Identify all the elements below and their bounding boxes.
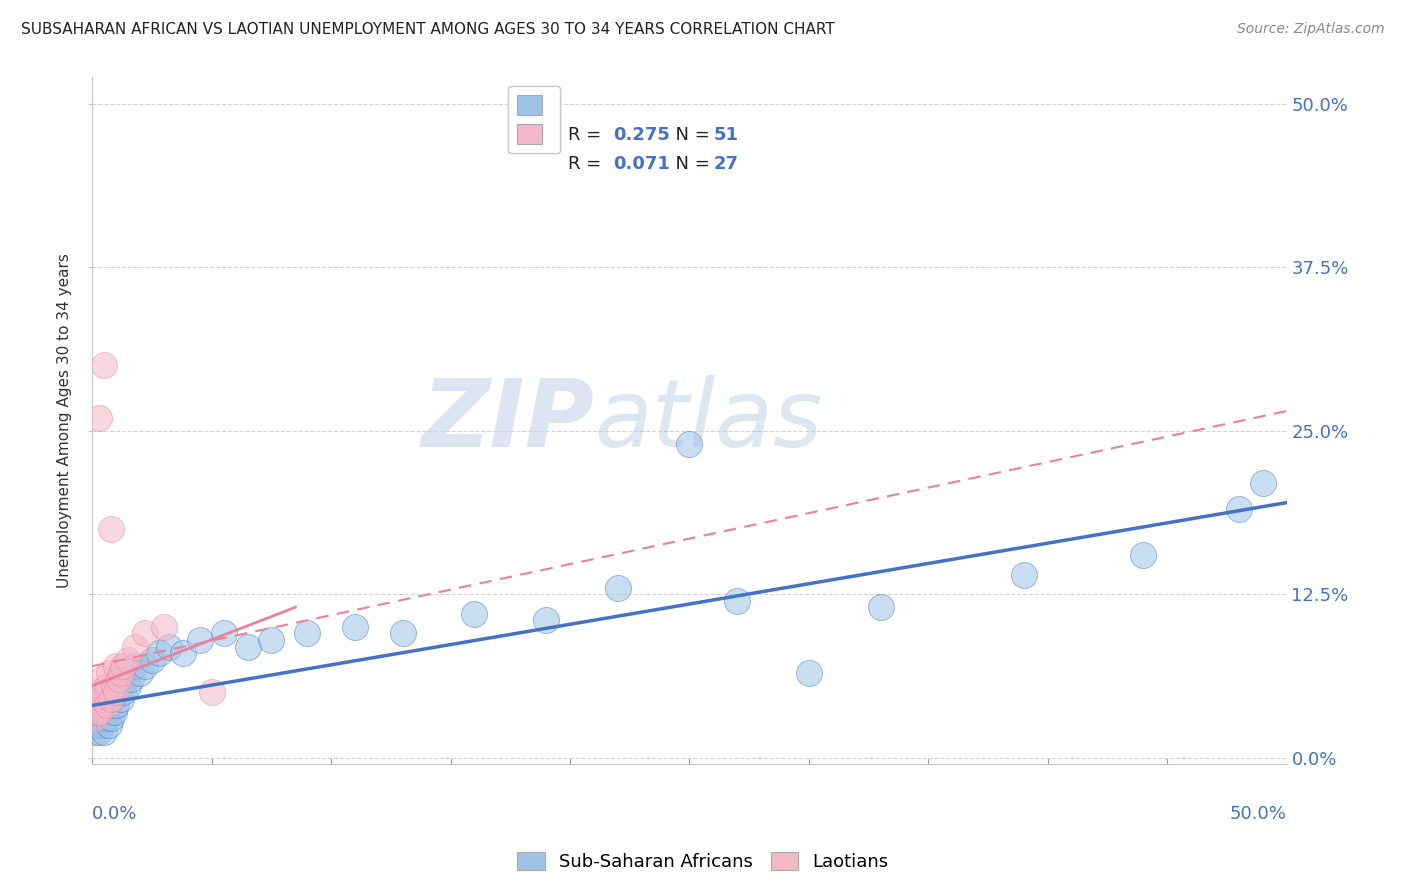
Point: [344, 620, 367, 634]
Text: 0.275: 0.275: [613, 126, 671, 144]
Point: [392, 626, 415, 640]
Point: [105, 685, 128, 699]
Point: [100, 711, 122, 725]
Point: [107, 679, 129, 693]
Point: [1012, 567, 1035, 582]
Point: [105, 685, 128, 699]
Text: SUBSAHARAN AFRICAN VS LAOTIAN UNEMPLOYMENT AMONG AGES 30 TO 34 YEARS CORRELATION: SUBSAHARAN AFRICAN VS LAOTIAN UNEMPLOYME…: [21, 22, 835, 37]
Point: [120, 672, 142, 686]
Legend: Sub-Saharan Africans, Laotians: Sub-Saharan Africans, Laotians: [510, 845, 896, 879]
Point: [90, 672, 112, 686]
Point: [105, 698, 128, 713]
Point: [124, 640, 146, 654]
Text: R =: R =: [568, 126, 607, 144]
Point: [96, 705, 118, 719]
Text: N =: N =: [664, 126, 716, 144]
Point: [83, 711, 105, 725]
Point: [112, 685, 135, 699]
Point: [86, 685, 108, 699]
Point: [93, 724, 115, 739]
Point: [86, 718, 108, 732]
Point: [129, 665, 152, 680]
Point: [606, 581, 628, 595]
Point: [90, 691, 112, 706]
Text: R =: R =: [568, 155, 607, 173]
Point: [463, 607, 485, 621]
Point: [157, 640, 180, 654]
Text: 0.0%: 0.0%: [93, 805, 138, 823]
Text: ZIP: ZIP: [420, 375, 593, 467]
Point: [141, 652, 163, 666]
Point: [678, 436, 700, 450]
Point: [1251, 475, 1274, 490]
Point: [124, 659, 146, 673]
Text: 50.0%: 50.0%: [1230, 805, 1286, 823]
Text: atlas: atlas: [593, 376, 823, 467]
Point: [96, 711, 118, 725]
Point: [725, 593, 748, 607]
Point: [100, 522, 122, 536]
Point: [96, 698, 118, 713]
Text: Source: ZipAtlas.com: Source: ZipAtlas.com: [1237, 22, 1385, 37]
Point: [98, 718, 121, 732]
Text: 27: 27: [713, 155, 738, 173]
Point: [90, 718, 112, 732]
Point: [1132, 548, 1154, 562]
Point: [96, 679, 118, 693]
Point: [89, 705, 111, 719]
Point: [148, 646, 170, 660]
Legend: , : ,: [508, 87, 561, 153]
Point: [89, 724, 111, 739]
Point: [93, 711, 115, 725]
Point: [89, 698, 111, 713]
Text: 51: 51: [713, 126, 738, 144]
Point: [83, 698, 105, 713]
Point: [153, 620, 176, 634]
Point: [100, 691, 122, 706]
Point: [93, 698, 115, 713]
Point: [103, 705, 125, 719]
Point: [117, 652, 139, 666]
Point: [105, 659, 128, 673]
Point: [114, 672, 136, 686]
Point: [100, 698, 122, 713]
Y-axis label: Unemployment Among Ages 30 to 34 years: Unemployment Among Ages 30 to 34 years: [58, 253, 72, 589]
Point: [260, 632, 283, 647]
Point: [112, 659, 135, 673]
Point: [86, 705, 108, 719]
Point: [236, 640, 259, 654]
Point: [212, 626, 235, 640]
Point: [1227, 502, 1250, 516]
Point: [534, 613, 557, 627]
Point: [90, 705, 112, 719]
Point: [117, 679, 139, 693]
Point: [86, 705, 108, 719]
Point: [89, 698, 111, 713]
Point: [110, 691, 132, 706]
Point: [134, 626, 156, 640]
Point: [201, 685, 224, 699]
Point: [134, 659, 156, 673]
Point: [93, 685, 115, 699]
Point: [83, 711, 105, 725]
Point: [89, 410, 111, 425]
Point: [83, 724, 105, 739]
Point: [869, 600, 891, 615]
Point: [188, 632, 211, 647]
Point: [110, 665, 132, 680]
Point: [93, 358, 115, 372]
Point: [172, 646, 194, 660]
Point: [297, 626, 319, 640]
Point: [89, 711, 111, 725]
Point: [103, 679, 125, 693]
Point: [797, 665, 820, 680]
Point: [98, 665, 121, 680]
Point: [107, 672, 129, 686]
Text: 0.071: 0.071: [613, 155, 671, 173]
Text: N =: N =: [664, 155, 716, 173]
